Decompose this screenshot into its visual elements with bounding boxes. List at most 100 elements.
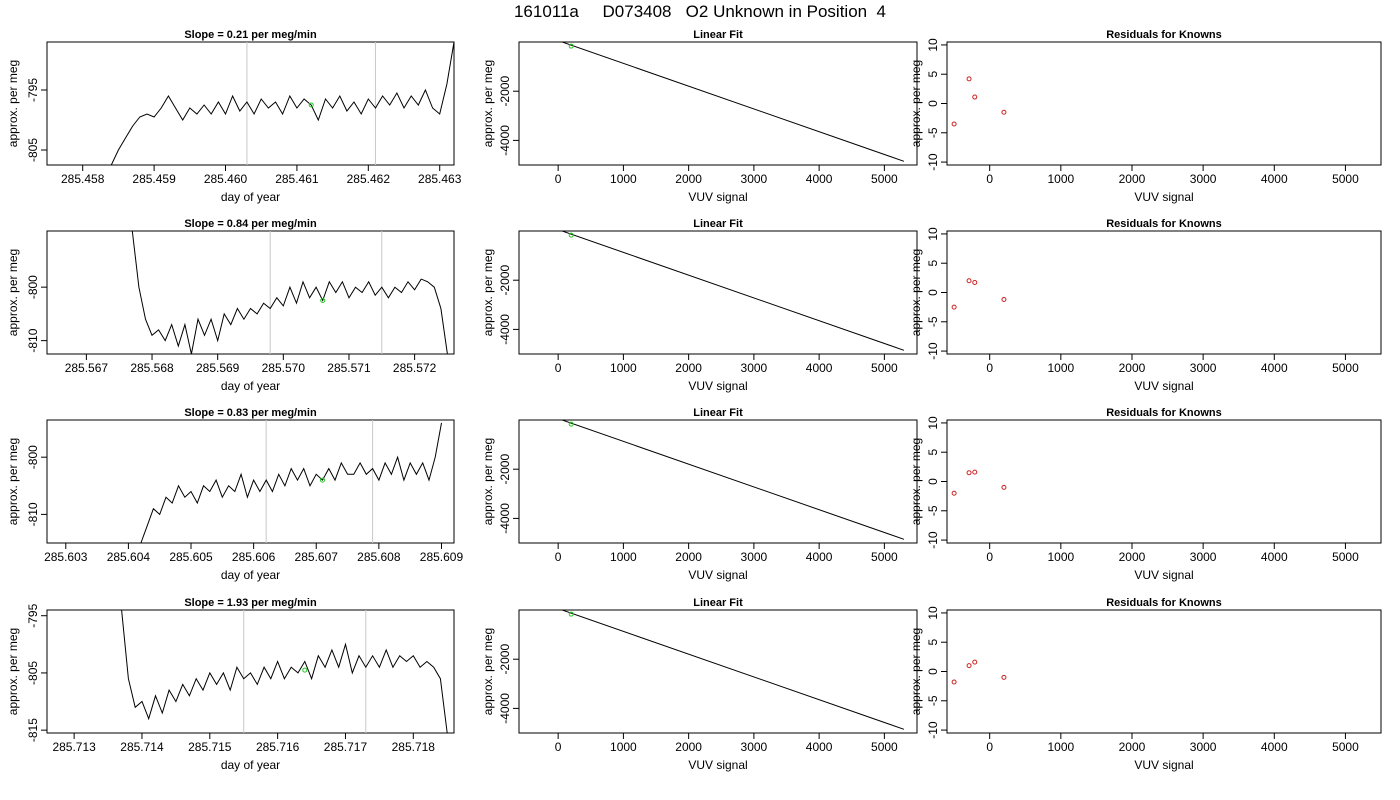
x-tick-label: 3000 xyxy=(1190,361,1217,375)
x-tick-label: 3000 xyxy=(1190,550,1217,564)
x-tick-label: 285.714 xyxy=(120,740,164,754)
y-tick-label: -805 xyxy=(26,661,40,685)
x-tick-label: 1000 xyxy=(1047,361,1074,375)
y-tick-label: 5 xyxy=(926,71,940,78)
unknown-point xyxy=(320,298,326,304)
residual-point xyxy=(972,659,978,665)
y-axis-label: approx. per meg xyxy=(6,628,20,715)
resid-panel xyxy=(941,609,1382,739)
y-tick-label: 5 xyxy=(926,260,940,267)
y-axis-label: approx. per meg xyxy=(909,249,923,336)
x-axis-label: day of year xyxy=(221,568,280,582)
x-tick-label: 5000 xyxy=(871,172,898,186)
x-tick-label: 4000 xyxy=(1261,550,1288,564)
x-tick-label: 1000 xyxy=(610,172,637,186)
panel-title: Residuals for Knowns xyxy=(1106,597,1222,609)
x-axis-label: VUV signal xyxy=(1134,758,1193,772)
residual-point xyxy=(1001,297,1007,303)
x-tick-label: 285.462 xyxy=(347,172,391,186)
residual-point xyxy=(972,469,978,475)
x-tick-label: 4000 xyxy=(1261,740,1288,754)
x-tick-label: 285.568 xyxy=(130,361,174,375)
x-tick-label: 1000 xyxy=(610,550,637,564)
y-tick-label: -4000 xyxy=(498,314,512,345)
y-tick-label: 0 xyxy=(926,668,940,675)
x-tick-label: 5000 xyxy=(1332,172,1359,186)
y-tick-label: -10 xyxy=(926,342,940,360)
x-tick-label: 285.459 xyxy=(132,172,176,186)
plot-data xyxy=(951,76,1007,127)
x-tick-label: 285.716 xyxy=(256,740,300,754)
x-tick-label: 4000 xyxy=(1261,361,1288,375)
plot-data xyxy=(524,595,905,730)
x-tick-label: 285.606 xyxy=(232,550,276,564)
x-axis-label: VUV signal xyxy=(1134,568,1193,582)
x-tick-label: 285.607 xyxy=(295,550,339,564)
y-axis-label: approx. per meg xyxy=(6,438,20,525)
x-tick-label: 3000 xyxy=(1190,172,1217,186)
residual-point xyxy=(972,94,978,100)
panel-title: Slope = 1.93 per meg/min xyxy=(184,597,317,609)
plot-data xyxy=(951,659,1007,685)
residual-point xyxy=(951,121,957,127)
known-point xyxy=(537,600,541,604)
x-tick-label: 285.604 xyxy=(107,550,151,564)
x-tick-label: 285.713 xyxy=(52,740,96,754)
y-axis-label: approx. per meg xyxy=(481,249,495,336)
plot-data xyxy=(140,420,442,543)
x-axis-label: VUV signal xyxy=(688,190,747,204)
y-tick-label: -2000 xyxy=(498,644,512,675)
panel-title: Linear Fit xyxy=(693,407,743,419)
known-point xyxy=(537,221,541,225)
panel-title: Residuals for Knowns xyxy=(1106,29,1222,41)
x-axis-label: VUV signal xyxy=(688,568,747,582)
x-axis-label: day of year xyxy=(221,758,280,772)
plot-data xyxy=(951,469,1007,496)
unknown-point xyxy=(568,611,574,617)
y-tick-label: -810 xyxy=(26,328,40,352)
x-tick-label: 0 xyxy=(555,361,562,375)
y-tick-label: 5 xyxy=(926,449,940,456)
x-tick-label: 3000 xyxy=(741,361,768,375)
y-tick-label: 10 xyxy=(926,227,940,241)
unknown-point xyxy=(320,477,326,483)
y-tick-label: -5 xyxy=(926,316,940,327)
panel-title: Slope = 0.21 per meg/min xyxy=(184,29,317,41)
residual-point xyxy=(966,76,972,82)
unknown-point xyxy=(568,232,574,238)
y-tick-label: 5 xyxy=(926,639,940,646)
panel-title: Residuals for Knowns xyxy=(1106,407,1222,419)
x-tick-label: 285.567 xyxy=(65,361,109,375)
residual-point xyxy=(972,280,978,286)
x-tick-label: 3000 xyxy=(741,740,768,754)
y-axis-label: approx. per meg xyxy=(6,249,20,336)
x-tick-label: 1000 xyxy=(1047,172,1074,186)
y-tick-label: -10 xyxy=(926,153,940,171)
y-tick-label: -805 xyxy=(26,138,40,162)
y-tick-label: -4000 xyxy=(498,503,512,534)
x-tick-label: 2000 xyxy=(1119,172,1146,186)
y-tick-label: 0 xyxy=(926,289,940,296)
panel-title: Residuals for Knowns xyxy=(1106,218,1222,230)
known-point xyxy=(524,27,528,31)
plot-frame xyxy=(946,41,1382,166)
x-tick-label: 285.717 xyxy=(324,740,368,754)
trace-line xyxy=(140,422,442,543)
x-tick-label: 4000 xyxy=(806,361,833,375)
panel-title: Linear Fit xyxy=(693,29,743,41)
figure-title: 161011a D073408 O2 Unknown in Position 4 xyxy=(513,2,887,21)
known-point xyxy=(524,595,528,599)
y-tick-label: -800 xyxy=(26,275,40,299)
fit-line xyxy=(560,231,905,351)
residual-point xyxy=(1001,674,1007,680)
trace-line xyxy=(110,42,454,165)
plot-data xyxy=(121,610,448,733)
x-tick-label: 0 xyxy=(555,172,562,186)
trace-panel xyxy=(41,230,455,360)
known-point xyxy=(542,602,546,606)
x-tick-label: 2000 xyxy=(675,740,702,754)
y-tick-label: -795 xyxy=(26,603,40,627)
y-tick-label: 0 xyxy=(926,478,940,485)
y-tick-label: -2000 xyxy=(498,76,512,107)
